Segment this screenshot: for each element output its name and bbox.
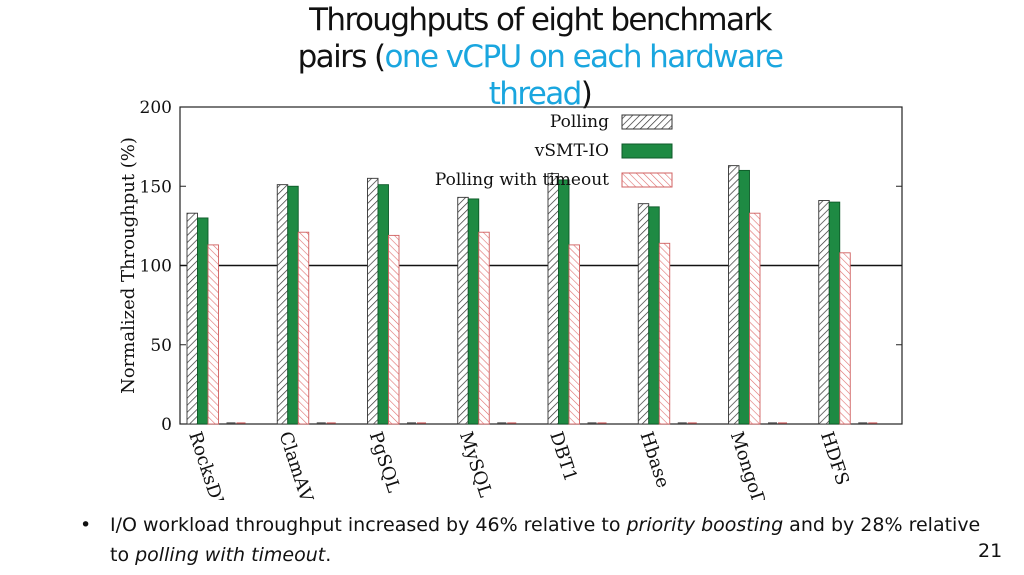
bar-polling-rocksdb xyxy=(186,212,198,425)
bar-polling-hdfs xyxy=(818,200,830,425)
bar-polling-with-timeout-pgsql xyxy=(388,234,400,425)
bar-polling-dbt1 xyxy=(547,173,559,425)
bar-polling-with-timeout-dbt1 xyxy=(568,244,580,425)
bullet-dot: • xyxy=(80,514,92,536)
bar-vsmt-io-pgsql xyxy=(377,184,389,425)
bar-polling-with-timeout-mongodb xyxy=(749,212,761,425)
bar-vsmt-io-mongodb xyxy=(738,169,750,425)
bar-polling-with-timeout-clamav xyxy=(297,231,310,425)
plot-area: 0 50 100 150 200 Normalized Throughput (%) Roc… xyxy=(118,100,903,500)
bar-polling-with-timeout-mysql xyxy=(478,231,490,425)
throughput-bar-chart: 0 50 100 150 200 Normalized Throughput (%) Roc… xyxy=(118,100,903,500)
bullet-part-1: priority boosting xyxy=(626,514,784,536)
bullet-part-3: polling with timeout xyxy=(135,544,326,566)
x-tick-label-rocksdb: RocksDB xyxy=(184,429,229,500)
y-tick-label: 100 xyxy=(140,257,172,277)
x-tick-label-mysql: MySQL xyxy=(455,429,496,500)
y-tick-label: 0 xyxy=(161,415,172,435)
bullet-part-0: I/O workload throughput increased by 46%… xyxy=(110,514,627,536)
bar-vsmt-io-dbt1 xyxy=(558,179,570,425)
bar-vsmt-io-mysql xyxy=(467,198,480,425)
x-tick-label-clamav: ClamAV xyxy=(274,429,317,500)
bar-polling-with-timeout-rocksdb xyxy=(207,244,219,425)
title-highlight-b: thread xyxy=(488,76,583,112)
bullet-part-2: and by 28% relative to xyxy=(110,514,981,566)
legend-label-2: Polling with timeout xyxy=(435,170,609,190)
x-tick-label-mongodb: MongoDB xyxy=(726,429,774,500)
slide-title: Throughputs of eight benchmark pairs (on… xyxy=(180,2,900,113)
bar-vsmt-io-hdfs xyxy=(828,201,841,425)
title-prefix: pairs ( xyxy=(297,39,387,75)
bar-polling-with-timeout-hbase xyxy=(658,242,671,425)
title-suffix: ) xyxy=(580,76,593,112)
title-line-2: pairs (one vCPU on each hardware xyxy=(180,39,900,76)
legend-swatch-2 xyxy=(621,172,673,188)
x-tick-label-hbase: Hbase xyxy=(635,429,673,491)
legend-swatch-1 xyxy=(621,143,673,159)
title-line-3: thread) xyxy=(180,76,900,113)
bar-vsmt-io-hbase xyxy=(648,206,660,425)
legend-swatch-0 xyxy=(621,114,673,130)
bar-polling-pgsql xyxy=(367,177,379,425)
y-tick-label: 150 xyxy=(140,177,172,197)
bar-vsmt-io-clamav xyxy=(287,185,299,425)
x-tick-label-pgsql: PgSQL xyxy=(365,429,404,495)
y-axis-label: Normalized Throughput (%) xyxy=(118,137,139,394)
bullet-part-4: . xyxy=(325,544,332,566)
legend-label-1: vSMT-IO xyxy=(534,141,609,161)
bar-polling-hbase xyxy=(637,203,650,425)
bullet-text: I/O workload throughput increased by 46%… xyxy=(110,510,990,570)
bar-polling-mongodb xyxy=(728,165,740,425)
y-tick-label: 200 xyxy=(140,100,172,118)
title-line-1: Throughputs of eight benchmark xyxy=(309,2,772,38)
x-tick-label-dbt1: DBT1 xyxy=(545,429,581,484)
x-tick-label-hdfs: HDFS xyxy=(816,429,853,488)
bar-vsmt-io-rocksdb xyxy=(197,217,209,425)
bar-polling-mysql xyxy=(457,196,469,425)
slide-number: 21 xyxy=(978,540,1003,562)
bar-polling-with-timeout-hdfs xyxy=(839,252,851,425)
legend-label-0: Polling xyxy=(550,112,609,132)
y-tick-label: 50 xyxy=(150,336,172,356)
title-highlight-a: one vCPU on each hardware xyxy=(384,39,784,75)
bar-polling-clamav xyxy=(276,184,289,425)
